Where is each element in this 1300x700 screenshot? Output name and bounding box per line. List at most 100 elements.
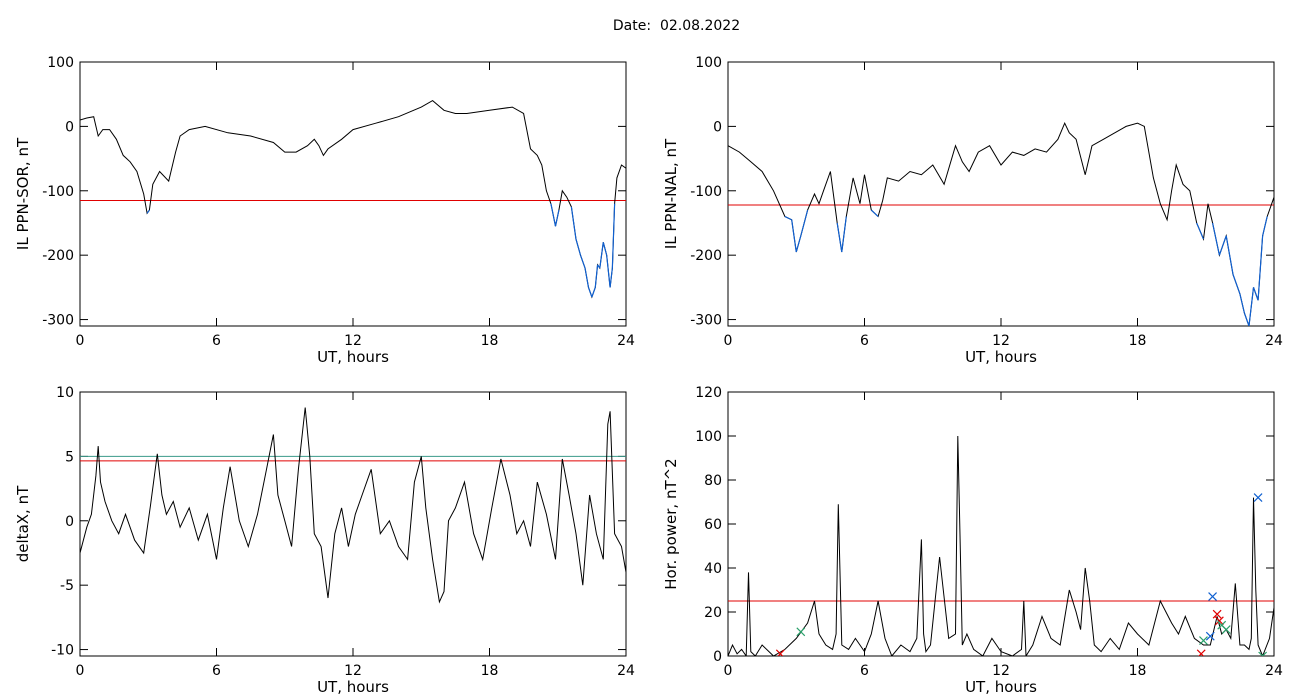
below-threshold-segment	[554, 209, 560, 227]
x-marker	[1258, 651, 1268, 656]
below-threshold-segment	[594, 264, 599, 288]
x-marker	[1214, 616, 1224, 626]
below-threshold-segment	[550, 203, 557, 227]
x-tick-label: 18	[481, 333, 499, 349]
x-tick-label: 6	[860, 663, 869, 679]
x-tick-label: 12	[992, 663, 1010, 679]
y-tick-label: -5	[60, 578, 74, 594]
x-marker	[1221, 625, 1231, 635]
below-threshold-segment	[1211, 222, 1220, 256]
below-threshold-segment	[1196, 222, 1205, 240]
x-marker	[1253, 493, 1263, 503]
x-marker	[1196, 649, 1206, 656]
y-tick-label: -300	[690, 313, 722, 329]
below-threshold-segment	[579, 254, 586, 269]
below-threshold-segment	[1262, 216, 1268, 236]
y-tick-label: 10	[56, 385, 74, 401]
y-tick-label: 0	[713, 649, 722, 665]
x-marker-stroke	[1214, 616, 1224, 626]
chart-date-title: Date: 02.08.2022	[0, 18, 1300, 34]
x-marker-stroke	[1212, 609, 1222, 619]
x-tick-label: 0	[724, 333, 733, 349]
date-value: 02.08.2022	[659, 18, 741, 34]
x-tick-label: 0	[76, 663, 85, 679]
below-threshold-segment	[800, 209, 809, 237]
below-threshold-segment	[609, 267, 613, 288]
below-threshold-segment	[870, 209, 879, 217]
plot-frame	[79, 61, 627, 327]
y-axis-label: Hor. power, nT^2	[662, 458, 680, 589]
x-marker-stroke	[796, 627, 806, 637]
x-axis-label: UT, hours	[317, 348, 389, 366]
x-tick-label: 24	[617, 663, 635, 679]
x-marker	[1205, 631, 1215, 641]
y-tick-label: 0	[65, 119, 74, 135]
x-marker-stroke	[1253, 493, 1263, 503]
y-tick-label: 100	[695, 429, 722, 445]
x-axis-label: UT, hours	[317, 678, 389, 696]
x-tick-label: 12	[344, 663, 362, 679]
below-threshold-segment	[841, 216, 847, 253]
below-threshold-segment	[611, 203, 616, 269]
y-axis-label: IL PPN-SOR, nT	[14, 137, 32, 250]
y-tick-label: 80	[704, 473, 722, 489]
y-tick-label: 60	[704, 517, 722, 533]
x-marker-stroke	[1217, 620, 1227, 630]
below-threshold-segment	[575, 238, 582, 256]
x-marker	[775, 649, 785, 656]
series-line-1	[728, 435, 1274, 656]
x-marker	[796, 627, 806, 637]
x-marker-stroke	[777, 649, 785, 656]
x-tick-label: 12	[992, 333, 1010, 349]
below-threshold-segment	[1252, 287, 1259, 301]
plot-frame	[727, 61, 1275, 327]
chart-panel-2: 0 6 12 18 24 100 0 -100 -200 -300 UT, hours IL PPN-…	[662, 55, 1283, 366]
below-threshold-segment	[606, 255, 611, 288]
plot-area	[728, 121, 1274, 326]
below-threshold-segment	[1225, 235, 1234, 275]
y-tick-label: 100	[47, 55, 74, 71]
below-threshold-segment	[1232, 274, 1241, 295]
below-threshold-segment	[1218, 235, 1227, 256]
x-tick-label: 6	[212, 333, 221, 349]
x-axis-label: UT, hours	[965, 348, 1037, 366]
below-threshold-segment	[570, 206, 577, 240]
below-threshold-segment	[795, 235, 802, 253]
x-marker	[1199, 636, 1208, 646]
below-threshold-segment	[791, 219, 797, 253]
x-marker-stroke	[1258, 651, 1264, 656]
below-threshold-segment	[602, 242, 608, 256]
y-tick-label: 0	[713, 119, 722, 135]
date-label: Date:	[612, 18, 652, 34]
plot-area	[80, 99, 626, 299]
series-line-1	[80, 99, 626, 299]
y-tick-label: 120	[695, 385, 722, 401]
x-tick-label: 6	[212, 663, 221, 679]
y-tick-label: -300	[42, 313, 74, 329]
x-tick-label: 24	[617, 333, 635, 349]
series-line-1	[728, 121, 1274, 326]
chart-panel-1: 0 6 12 18 24 100 0 -100 -200 -300 UT, hours IL PPN-…	[14, 55, 635, 366]
series-line-1	[80, 407, 626, 604]
x-tick-label: 0	[76, 333, 85, 349]
x-tick-label: 24	[1265, 333, 1283, 349]
y-tick-label: 5	[65, 449, 74, 465]
plot-area	[80, 407, 626, 604]
y-tick-label: -100	[42, 184, 74, 200]
x-tick-label: 24	[1265, 663, 1283, 679]
below-threshold-segment	[146, 209, 150, 214]
x-marker-stroke	[1261, 651, 1268, 656]
chart-panel-3: 0 6 12 18 24 10 5 0 -5 -10 UT, hours deltaX, nT	[14, 385, 635, 696]
y-tick-label: 20	[704, 605, 722, 621]
below-threshold-segment	[587, 287, 593, 298]
x-axis-label: UT, hours	[965, 678, 1037, 696]
x-tick-label: 18	[1129, 333, 1147, 349]
below-threshold-segment	[836, 222, 843, 253]
x-tick-label: 18	[481, 663, 499, 679]
y-tick-label: 100	[695, 55, 722, 71]
y-tick-label: 40	[704, 561, 722, 577]
y-axis-label: IL PPN-NAL, nT	[662, 138, 680, 249]
y-tick-label: 0	[65, 514, 74, 530]
below-threshold-segment	[1257, 235, 1264, 301]
below-threshold-segment	[784, 215, 792, 221]
